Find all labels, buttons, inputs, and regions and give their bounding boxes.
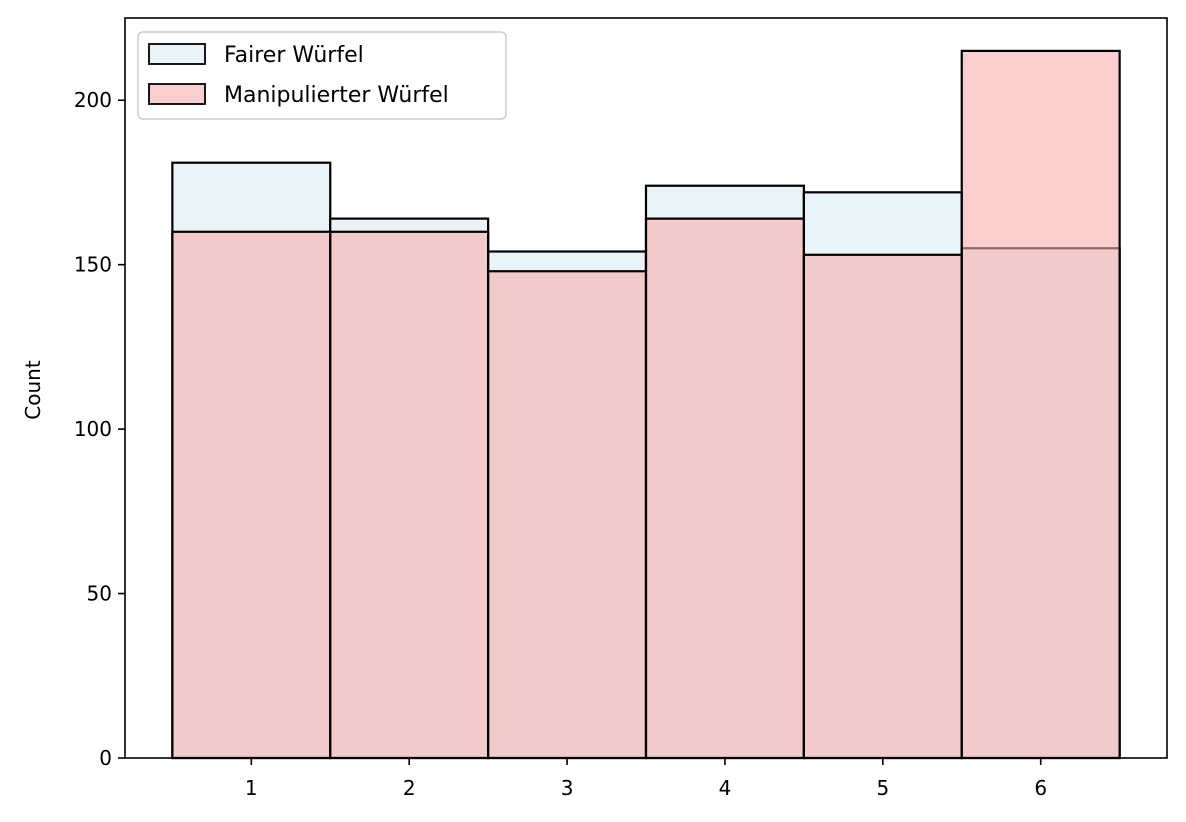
x-tick-label-2: 2 (403, 776, 416, 800)
x-tick-label-4: 4 (719, 776, 732, 800)
y-tick-label-50: 50 (87, 582, 112, 606)
x-tick-label-5: 5 (876, 776, 889, 800)
legend-box (137, 31, 507, 120)
plot-frame (124, 17, 1168, 759)
x-tick-label-6: 6 (1034, 776, 1047, 800)
bar-series2-1 (171, 230, 332, 760)
legend-label-1: Fairer Würfel (224, 43, 364, 68)
legend-swatch-2 (148, 83, 206, 105)
x-tick-label-1: 1 (245, 776, 258, 800)
legend: Fairer Würfel Manipulierter Würfel (137, 31, 507, 120)
y-tick-label-200: 200 (74, 88, 112, 112)
bar-series2-5 (802, 253, 963, 760)
axes-layer: 0 50 100 150 200 1 2 3 4 5 6 (74, 17, 1168, 800)
legend-swatch-1 (148, 43, 206, 65)
bar-series2-2 (329, 230, 490, 760)
y-tick-label-100: 100 (74, 417, 112, 441)
bar-series2-6 (960, 49, 1121, 760)
bars-layer (171, 49, 1121, 760)
y-tick-label-0: 0 (99, 746, 112, 770)
y-tick-label-150: 150 (74, 253, 112, 277)
bar-series2-3 (487, 270, 648, 760)
x-tick-label-3: 3 (561, 776, 574, 800)
y-axis-title: Count (21, 360, 45, 420)
bar-series2-4 (644, 217, 805, 760)
legend-label-2: Manipulierter Würfel (224, 83, 449, 108)
